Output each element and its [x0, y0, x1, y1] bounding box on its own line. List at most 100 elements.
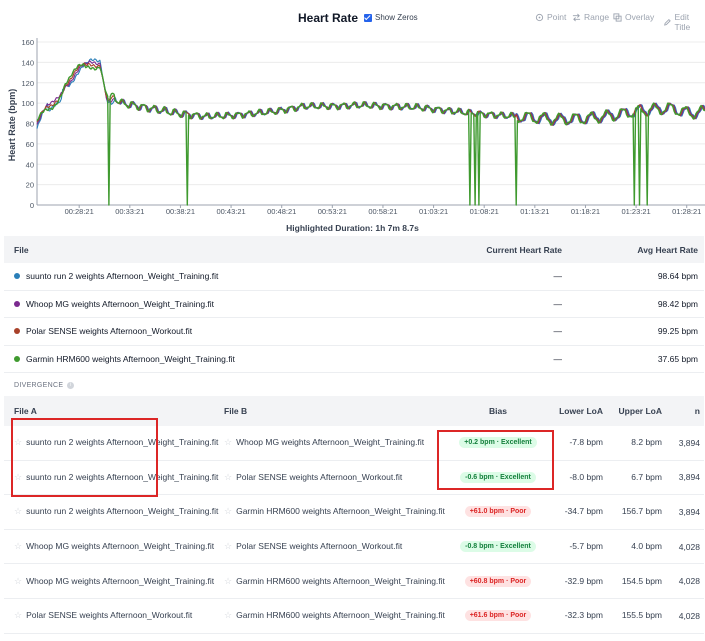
chart-lines: [36, 58, 705, 206]
n-value: 3,894: [678, 506, 700, 517]
lower-loa-value: -32.3 bpm: [564, 610, 603, 621]
x-tick-label: 00:38:21: [166, 207, 195, 216]
range-label: Range: [584, 12, 610, 22]
point-label: Point: [547, 12, 567, 22]
file-name: Garmin HRM600 weights Afternoon_Weight_T…: [26, 353, 235, 364]
star-icon[interactable]: ☆: [14, 610, 23, 621]
file-name: Whoop MG weights Afternoon_Weight_Traini…: [26, 298, 215, 309]
x-tick-label: 00:43:21: [216, 207, 245, 216]
checkbox-icon[interactable]: [364, 13, 372, 22]
x-tick-label: 01:23:21: [621, 207, 650, 216]
star-icon[interactable]: ☆: [14, 541, 23, 552]
heart-rate-series-line: [36, 58, 705, 129]
edit-title-button[interactable]: Edit Title: [663, 12, 705, 32]
file-row[interactable]: Whoop MG weights Afternoon_Weight_Traini…: [4, 291, 704, 318]
lower-loa-value: -32.9 bpm: [564, 575, 603, 586]
y-tick-label: 160: [21, 38, 34, 47]
y-tick-label: 40: [26, 160, 34, 169]
file-b-name: Garmin HRM600 weights Afternoon_Weight_T…: [236, 575, 445, 586]
avg-hr-value: 37.65 bpm: [657, 353, 698, 364]
heart-rate-series-line: [36, 63, 705, 206]
file-b-column-header: File B: [224, 406, 248, 416]
star-icon[interactable]: ☆: [224, 506, 233, 517]
series-color-dot: [14, 273, 20, 280]
range-button[interactable]: Range: [572, 12, 609, 22]
show-zeros-label: Show Zeros: [375, 13, 418, 22]
file-name: Polar SENSE weights Afternoon_Workout.fi…: [26, 326, 193, 337]
bias-badge: +61.6 bpm · Poor: [464, 610, 532, 622]
star-icon[interactable]: ☆: [224, 575, 233, 586]
star-icon[interactable]: ☆: [14, 575, 23, 586]
avg-hr-column-header: Avg Heart Rate: [637, 244, 698, 255]
star-icon[interactable]: ☆: [224, 437, 233, 448]
upper-loa-value: 6.7 bpm: [631, 471, 662, 482]
overlay-button[interactable]: Overlay: [613, 12, 654, 22]
file-a-name: Whoop MG weights Afternoon_Weight_Traini…: [26, 575, 215, 586]
divergence-row[interactable]: ☆ suunto run 2 weights Afternoon_Weight_T…: [4, 426, 704, 461]
info-icon[interactable]: i: [67, 382, 75, 389]
file-b-name: Garmin HRM600 weights Afternoon_Weight_T…: [236, 610, 445, 621]
star-icon[interactable]: ☆: [224, 471, 233, 482]
star-icon[interactable]: ☆: [14, 471, 23, 482]
y-tick-label: 120: [21, 79, 34, 88]
upper-loa-value: 4.0 bpm: [631, 541, 662, 552]
x-tick-label: 00:33:21: [115, 207, 144, 216]
n-value: 3,894: [678, 472, 700, 483]
avg-hr-value: 99.25 bpm: [657, 326, 698, 337]
n-column-header: n: [694, 406, 700, 416]
file-row[interactable]: suunto run 2 weights Afternoon_Weight_Tr…: [4, 263, 704, 291]
file-row[interactable]: Garmin HRM600 weights Afternoon_Weight_T…: [4, 346, 704, 373]
bias-badge: +0.2 bpm · Excellent: [459, 437, 537, 449]
bias-badge: -0.6 bpm · Excellent: [460, 471, 536, 483]
chart-gridlines: [36, 38, 705, 206]
edit-title-label: Edit Title: [674, 12, 691, 32]
y-tick-label: 0: [30, 201, 34, 210]
lower-loa-value: -5.7 bpm: [569, 541, 603, 552]
star-icon[interactable]: ☆: [14, 506, 23, 517]
upper-loa-value: 154.5 bpm: [621, 575, 662, 586]
divergence-row[interactable]: ☆ suunto run 2 weights Afternoon_Weight_T…: [4, 461, 704, 496]
bias-badge: +61.0 bpm · Poor: [464, 506, 532, 518]
current-hr-value: —: [553, 271, 563, 282]
point-button[interactable]: Point: [535, 12, 566, 22]
file-a-name: suunto run 2 weights Afternoon_Weight_Tr…: [26, 471, 219, 482]
lower-loa-value: -7.8 bpm: [569, 437, 603, 448]
upper-loa-value: 155.5 bpm: [621, 610, 662, 621]
y-tick-label: 60: [26, 140, 34, 149]
divergence-table: File A File B Bias Lower LoA Upper LoA n…: [4, 396, 704, 634]
lower-loa-value: -8.0 bpm: [569, 471, 603, 482]
range-icon: [572, 13, 581, 21]
x-tick-label: 01:28:21: [672, 207, 701, 216]
overlay-icon: [613, 12, 622, 22]
x-tick-label: 01:13:21: [520, 207, 549, 216]
star-icon[interactable]: ☆: [224, 541, 233, 552]
file-a-name: suunto run 2 weights Afternoon_Weight_Tr…: [26, 437, 219, 448]
file-b-name: Polar SENSE weights Afternoon_Workout.fi…: [236, 471, 403, 482]
x-tick-label: 00:58:21: [368, 207, 397, 216]
divergence-row[interactable]: ☆ Whoop MG weights Afternoon_Weight_Train…: [4, 530, 704, 565]
file-row[interactable]: Polar SENSE weights Afternoon_Workout.fi…: [4, 318, 704, 346]
star-icon[interactable]: ☆: [14, 437, 23, 448]
y-tick-label: 100: [21, 99, 34, 108]
x-tick-label: 01:08:21: [470, 207, 499, 216]
avg-hr-value: 98.42 bpm: [657, 298, 698, 309]
x-tick-label: 00:53:21: [318, 207, 347, 216]
divergence-row[interactable]: ☆ Polar SENSE weights Afternoon_Workout.f…: [4, 599, 704, 634]
chart-title: Heart Rate: [298, 11, 359, 25]
star-icon[interactable]: ☆: [224, 610, 233, 621]
y-tick-label: 80: [26, 120, 34, 129]
file-b-name: Garmin HRM600 weights Afternoon_Weight_T…: [236, 506, 445, 517]
upper-loa-value: 156.7 bpm: [621, 506, 662, 517]
divergence-title: DIVERGENCE: [14, 382, 64, 389]
current-hr-column-header: Current Heart Rate: [486, 244, 562, 255]
show-zeros-toggle[interactable]: Show Zeros: [364, 13, 418, 22]
file-a-name: Polar SENSE weights Afternoon_Workout.fi…: [26, 610, 193, 621]
divergence-row[interactable]: ☆ Whoop MG weights Afternoon_Weight_Train…: [4, 564, 704, 599]
file-a-name: Whoop MG weights Afternoon_Weight_Traini…: [26, 541, 215, 552]
divergence-table-header: File A File B Bias Lower LoA Upper LoA n: [4, 396, 704, 426]
divergence-row[interactable]: ☆ suunto run 2 weights Afternoon_Weight_T…: [4, 495, 704, 530]
file-table-header: File Current Heart Rate Avg Heart Rate: [4, 236, 704, 263]
file-table: File Current Heart Rate Avg Heart Rate s…: [4, 236, 704, 373]
x-tick-label: 00:48:21: [267, 207, 296, 216]
